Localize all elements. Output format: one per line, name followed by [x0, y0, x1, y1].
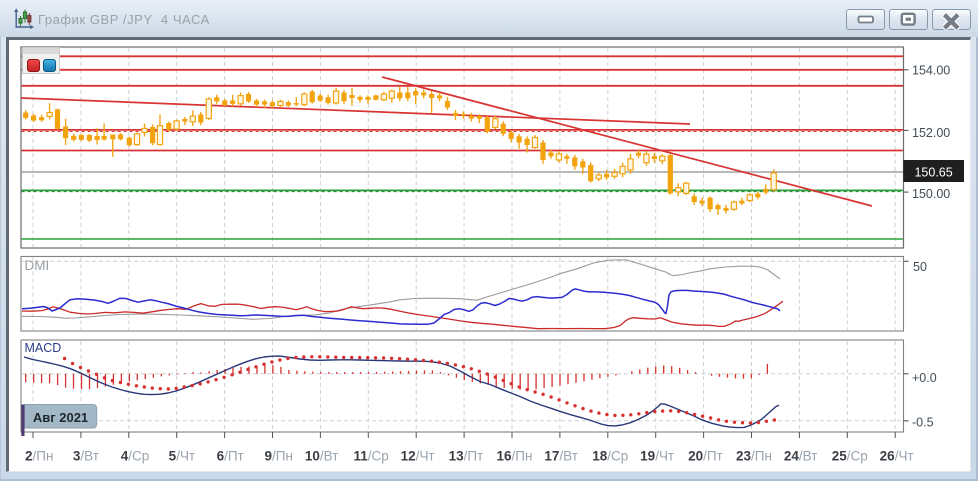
svg-text:24: 24	[784, 449, 800, 464]
svg-text:/Ср: /Ср	[607, 449, 628, 464]
svg-text:/Пн: /Пн	[272, 449, 293, 464]
svg-text:4: 4	[121, 449, 129, 464]
svg-text:/Чт: /Чт	[176, 449, 195, 464]
svg-text:16: 16	[496, 449, 512, 464]
svg-text:/Вт: /Вт	[559, 449, 578, 464]
svg-text:/Вт: /Вт	[320, 449, 339, 464]
svg-text:2: 2	[25, 449, 33, 464]
svg-text:18: 18	[592, 449, 608, 464]
svg-text:/Ср: /Ср	[368, 449, 389, 464]
svg-text:/Пт: /Пт	[224, 449, 244, 464]
svg-text:150.00: 150.00	[912, 187, 950, 201]
svg-text:/Чт: /Чт	[655, 449, 674, 464]
svg-text:/Вт: /Вт	[799, 449, 818, 464]
svg-text:150.65: 150.65	[914, 165, 952, 179]
svg-text:152.00: 152.00	[912, 126, 950, 140]
svg-text:/Пт: /Пт	[703, 449, 723, 464]
svg-text:26: 26	[880, 449, 896, 464]
svg-text:13: 13	[449, 449, 465, 464]
svg-text:19: 19	[640, 449, 655, 464]
svg-text:/Ср: /Ср	[847, 449, 868, 464]
svg-text:20: 20	[688, 449, 703, 464]
svg-text:Авг 2021: Авг 2021	[33, 410, 88, 425]
svg-text:/Пн: /Пн	[512, 449, 533, 464]
svg-text:3: 3	[73, 449, 81, 464]
svg-text:5: 5	[169, 449, 177, 464]
svg-text:25: 25	[832, 449, 848, 464]
svg-text:+0.0: +0.0	[912, 371, 937, 385]
svg-text:12: 12	[401, 449, 416, 464]
svg-text:/Чт: /Чт	[895, 449, 914, 464]
svg-text:154.00: 154.00	[912, 63, 950, 77]
svg-text:9: 9	[264, 449, 272, 464]
svg-text:/Ср: /Ср	[128, 449, 149, 464]
svg-text:50: 50	[913, 260, 927, 274]
svg-text:DMI: DMI	[25, 258, 50, 273]
svg-text:17: 17	[544, 449, 559, 464]
svg-text:/Чт: /Чт	[416, 449, 435, 464]
svg-text:10: 10	[305, 449, 320, 464]
svg-text:/Вт: /Вт	[80, 449, 99, 464]
svg-text:/Пт: /Пт	[464, 449, 484, 464]
svg-text:11: 11	[354, 449, 369, 464]
svg-text:-0.5: -0.5	[912, 415, 934, 429]
svg-text:/Пн: /Пн	[33, 449, 54, 464]
svg-text:MACD: MACD	[25, 341, 62, 355]
svg-text:23: 23	[736, 449, 752, 464]
svg-text:/Пн: /Пн	[751, 449, 772, 464]
svg-text:6: 6	[217, 449, 225, 464]
